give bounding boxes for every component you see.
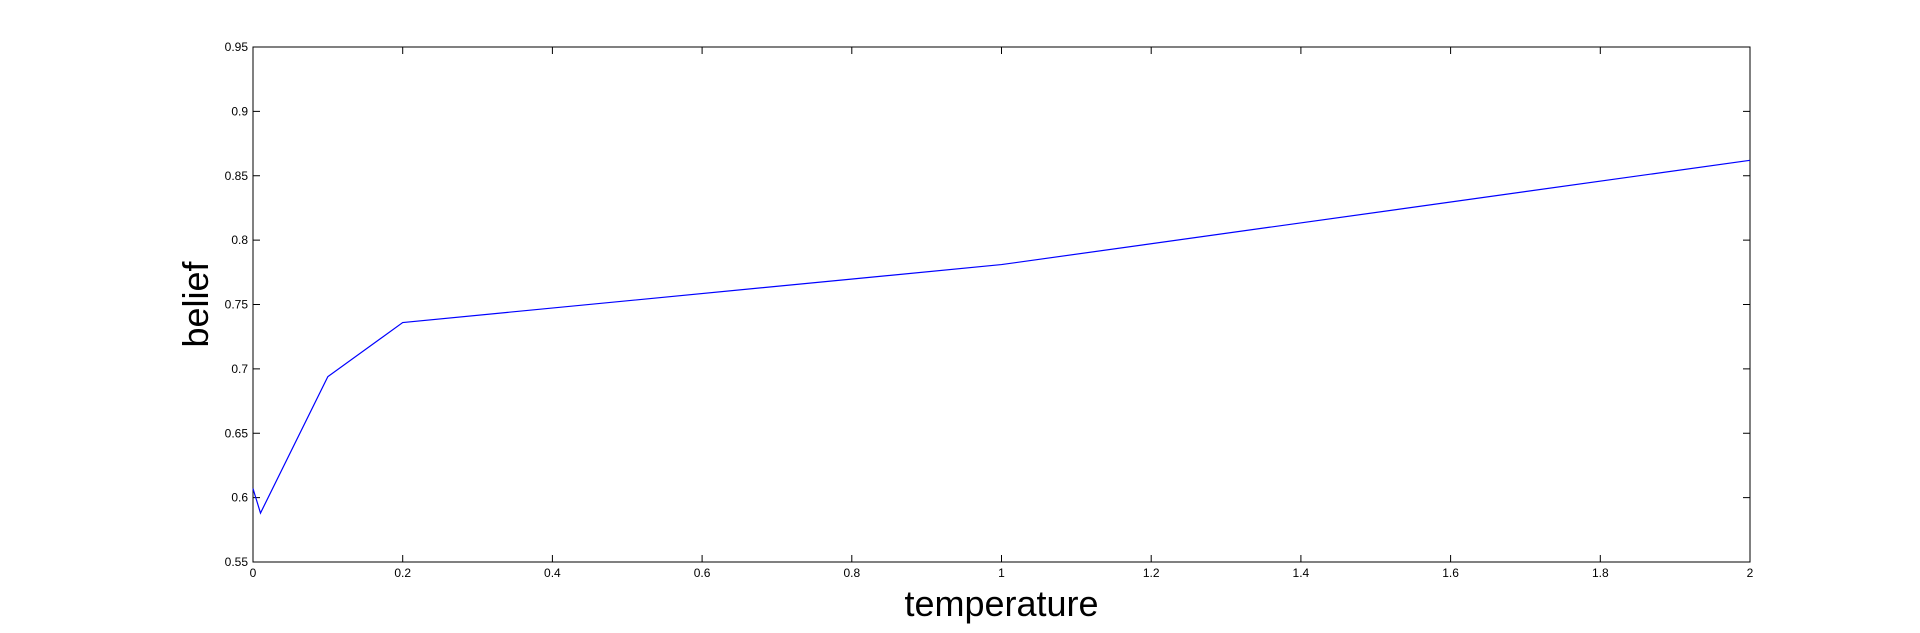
- x-tick-label: 0.6: [694, 566, 711, 580]
- y-tick-label: 0.95: [225, 40, 249, 54]
- y-tick-label: 0.7: [231, 362, 248, 376]
- y-axis-ticks: 0.55 0.6 0.65 0.7 0.75 0.8 0.85 0.9 0.95: [225, 40, 1750, 569]
- y-tick-label: 0.75: [225, 298, 249, 312]
- x-tick-label: 0.8: [843, 566, 860, 580]
- series-layer: [252, 159, 1751, 515]
- y-tick-label: 0.9: [231, 104, 248, 118]
- x-tick-label: 2: [1747, 566, 1754, 580]
- y-tick-label: 0.85: [225, 169, 249, 183]
- y-tick-label: 0.6: [231, 491, 248, 505]
- x-tick-label: 1: [998, 566, 1005, 580]
- x-tick-label: 1.6: [1442, 566, 1459, 580]
- x-tick-label: 0.4: [544, 566, 561, 580]
- series-line: [252, 159, 1751, 515]
- y-tick-label: 0.8: [231, 233, 248, 247]
- y-axis-label: belief: [175, 260, 216, 347]
- y-tick-label: 0.65: [225, 426, 249, 440]
- x-axis-ticks: 0 0.2 0.4 0.6 0.8 1 1.2 1.4 1.6 1.8 2: [250, 47, 1754, 580]
- x-tick-label: 1.8: [1592, 566, 1609, 580]
- x-tick-label: 1.2: [1143, 566, 1160, 580]
- x-tick-label: 0.2: [394, 566, 411, 580]
- x-axis-label: temperature: [904, 583, 1098, 624]
- plot-area: [252, 46, 1751, 563]
- x-tick-label: 0: [250, 566, 257, 580]
- y-tick-label: 0.55: [225, 555, 249, 569]
- x-tick-label: 1.4: [1293, 566, 1310, 580]
